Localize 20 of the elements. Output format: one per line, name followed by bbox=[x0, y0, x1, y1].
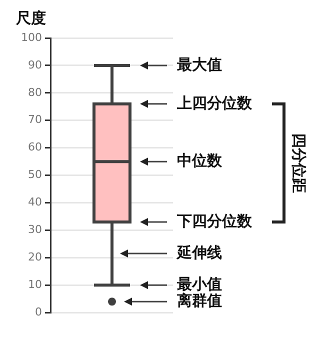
y-tick-label: 0 bbox=[34, 305, 42, 318]
y-tick-label: 20 bbox=[28, 250, 42, 264]
y-axis-title: 尺度 bbox=[15, 8, 46, 27]
text: 延伸线 bbox=[176, 243, 222, 262]
text: 最大值 bbox=[176, 55, 222, 74]
y-tick-label: 40 bbox=[28, 196, 42, 209]
text: 中位数 bbox=[177, 151, 223, 170]
y-tick-label: 90 bbox=[28, 58, 42, 72]
y-tick-label: 70 bbox=[28, 113, 42, 126]
text: 离群值 bbox=[176, 292, 222, 310]
y-tick-label: 50 bbox=[28, 168, 42, 182]
text: 下四分位数 bbox=[176, 212, 253, 230]
text: 四分位距 bbox=[290, 132, 308, 193]
y-tick-label: 60 bbox=[28, 140, 42, 154]
text: 上四分位数 bbox=[176, 94, 253, 112]
y-tick-label: 100 bbox=[20, 30, 42, 44]
y-tick-label: 80 bbox=[28, 86, 42, 99]
text: 最小值 bbox=[176, 275, 222, 294]
y-tick-label: 10 bbox=[28, 278, 42, 291]
y-tick-label: 30 bbox=[28, 223, 42, 236]
